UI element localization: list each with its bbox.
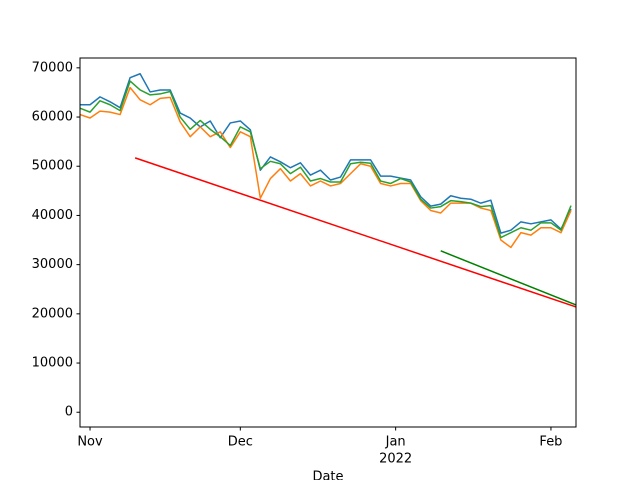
y-tick-label: 60000 bbox=[32, 110, 73, 125]
series-line bbox=[80, 72, 572, 234]
y-tick-label: 70000 bbox=[32, 60, 73, 75]
x-tick-sublabel: 2022 bbox=[379, 452, 412, 467]
y-tick-label: 10000 bbox=[32, 356, 73, 371]
series-line bbox=[440, 250, 577, 306]
series-line bbox=[79, 80, 572, 239]
x-axis-label: Date bbox=[312, 470, 343, 480]
x-tick-label: Nov bbox=[77, 435, 103, 450]
axes-frame bbox=[79, 57, 577, 428]
plot-area bbox=[79, 72, 577, 308]
y-tick-label: 40000 bbox=[32, 208, 73, 223]
series-line bbox=[134, 157, 577, 308]
x-tick-label: Jan bbox=[385, 435, 406, 450]
x-tick-label: Feb bbox=[539, 435, 562, 450]
y-tick-label: 20000 bbox=[32, 306, 73, 321]
y-tick-label: 30000 bbox=[32, 257, 73, 272]
x-tick-label: Dec bbox=[228, 435, 253, 450]
y-tick-label: 50000 bbox=[32, 159, 73, 174]
y-tick-label: 0 bbox=[65, 405, 73, 420]
series-line bbox=[79, 86, 572, 249]
